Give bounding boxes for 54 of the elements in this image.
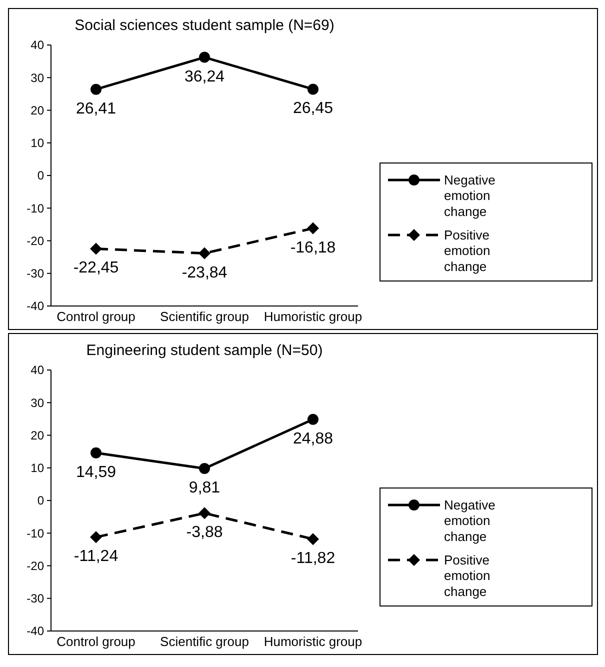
x-tick-label: Humoristic group [264, 634, 362, 649]
y-tick-label: 20 [30, 103, 44, 118]
legend-label: Negative emotion change [444, 498, 496, 544]
legend-label: Positive emotion change [444, 228, 490, 274]
y-tick-label: 0 [37, 168, 44, 183]
x-tick-label: Control group [56, 309, 136, 324]
data-label: 36,24 [184, 68, 225, 86]
x-tick-label: Humoristic group [264, 309, 362, 324]
point [90, 447, 102, 458]
legend-label: Positive emotion change [444, 552, 490, 599]
point [198, 507, 210, 520]
chart-title: Engineering student sample (N=50) [86, 342, 323, 359]
y-tick-label: 0 [37, 494, 44, 508]
data-label: 26,45 [292, 100, 334, 118]
y-tick-label: -30 [26, 266, 44, 281]
point [90, 531, 102, 544]
data-label: 26,41 [76, 100, 116, 118]
point [90, 84, 102, 95]
chart-title: Social sciences student sample (N=69) [74, 17, 334, 34]
y-tick-label: -10 [26, 526, 44, 540]
y-tick-label: -40 [26, 624, 44, 638]
y-tick-label: 10 [30, 136, 44, 150]
x-tick-label: Control group [56, 634, 136, 649]
data-label: -11,82 [290, 550, 336, 568]
point [307, 533, 319, 546]
point [90, 242, 102, 255]
y-tick-label: -20 [26, 558, 44, 573]
y-tick-label: 20 [30, 428, 44, 442]
data-label: 14,59 [76, 464, 116, 481]
x-tick-label: Scientific group [160, 634, 249, 649]
y-tick-label: 30 [30, 396, 44, 410]
data-label: -23,84 [182, 264, 228, 282]
y-tick-label: 40 [30, 363, 44, 378]
y-tick-label: 30 [30, 70, 44, 85]
point [308, 84, 318, 95]
y-tick-label: -40 [26, 299, 44, 314]
point [308, 414, 318, 425]
point [199, 462, 210, 474]
data-label: -3,88 [186, 524, 223, 542]
y-tick-label: -30 [26, 592, 44, 606]
point [199, 52, 210, 63]
y-tick-label: 40 [30, 38, 44, 52]
data-label: 9,81 [188, 479, 220, 496]
x-tick-label: Scientific group [160, 309, 249, 324]
legend-label: Negative emotion change [444, 172, 496, 219]
point [307, 222, 319, 234]
data-label: -11,24 [74, 548, 118, 566]
y-tick-label: -20 [26, 234, 44, 248]
y-tick-label: 10 [30, 461, 44, 476]
point [198, 247, 210, 260]
y-tick-label: -10 [26, 201, 44, 216]
data-label: -16,18 [290, 239, 336, 256]
data-label: 24,88 [292, 430, 334, 448]
data-label: -22,45 [73, 260, 119, 277]
